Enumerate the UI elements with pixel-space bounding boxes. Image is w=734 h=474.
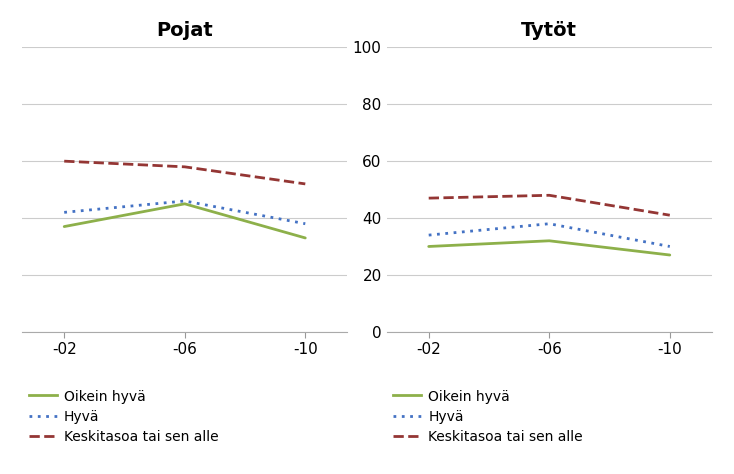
Legend: Oikein hyvä, Hyvä, Keskitasoa tai sen alle: Oikein hyvä, Hyvä, Keskitasoa tai sen al… bbox=[393, 390, 583, 445]
Title: Pojat: Pojat bbox=[156, 21, 213, 40]
Title: Tytöt: Tytöt bbox=[521, 21, 577, 40]
Legend: Oikein hyvä, Hyvä, Keskitasoa tai sen alle: Oikein hyvä, Hyvä, Keskitasoa tai sen al… bbox=[29, 390, 218, 445]
